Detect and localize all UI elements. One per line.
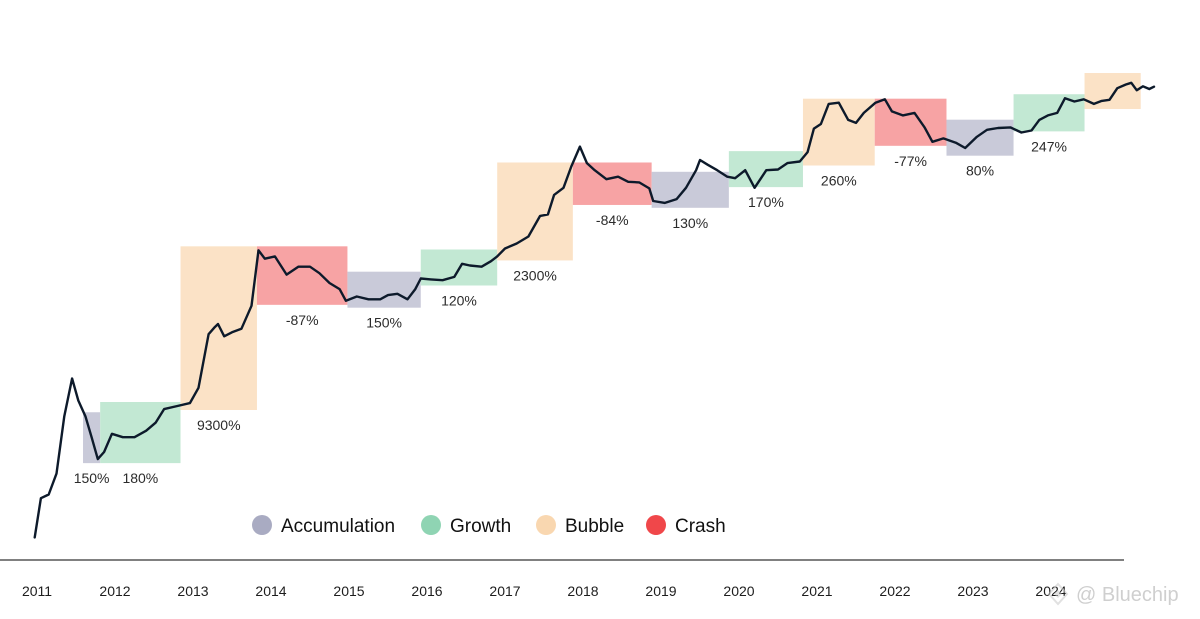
- phase-change-label: -77%: [894, 153, 927, 169]
- phase-boxes: [83, 73, 1141, 464]
- price-line-layer: [33, 81, 1156, 539]
- legend-swatch-crash: [646, 515, 666, 535]
- phase-box-accumulation: [347, 271, 421, 308]
- watermark-text: @ Bluechip: [1076, 584, 1179, 606]
- phase-change-label: 180%: [122, 470, 158, 486]
- legend: Accumulation Growth Bubble Crash: [252, 515, 726, 537]
- phase-box-accumulation: [946, 119, 1014, 156]
- phase-box-bubble: [497, 162, 573, 261]
- phase-box-bubble: [180, 246, 257, 410]
- legend-swatch-accumulation: [252, 515, 272, 535]
- legend-item-bubble: Bubble: [536, 515, 624, 537]
- legend-item-growth: Growth: [421, 515, 511, 537]
- legend-label-bubble: Bubble: [565, 516, 624, 537]
- x-tick-label: 2014: [255, 583, 286, 599]
- x-tick-label: 2013: [177, 583, 208, 599]
- phase-labels: 150% 180% 9300% -87% 150% 120% 2300% -84% 130% 17…: [74, 138, 1067, 486]
- price-line: [33, 81, 1156, 539]
- phase-change-label: -84%: [596, 212, 629, 228]
- legend-swatch-growth: [421, 515, 441, 535]
- x-tick-label: 2011: [22, 583, 52, 599]
- bluechip-logo-icon: [1047, 582, 1069, 606]
- phase-change-label: 80%: [966, 163, 994, 179]
- phase-box-crash: [572, 162, 652, 205]
- legend-label-growth: Growth: [450, 516, 511, 537]
- phase-box-growth: [1013, 94, 1085, 132]
- watermark: @ Bluechip: [1047, 582, 1179, 606]
- phase-change-label: 150%: [74, 470, 110, 486]
- x-tick-label: 2019: [645, 583, 676, 599]
- phase-change-label: 120%: [441, 292, 477, 308]
- x-tick-label: 2022: [879, 583, 910, 599]
- legend-label-accumulation: Accumulation: [281, 516, 395, 537]
- x-tick-label: 2017: [489, 583, 520, 599]
- phase-box-growth: [100, 402, 181, 464]
- legend-item-crash: Crash: [646, 515, 726, 537]
- phase-box-crash: [256, 246, 348, 305]
- x-tick-label: 2023: [957, 583, 988, 599]
- phase-change-label: 260%: [821, 173, 857, 189]
- phase-change-label: -87%: [286, 312, 319, 328]
- phase-change-label: 150%: [366, 315, 402, 331]
- phase-change-label: 9300%: [197, 417, 241, 433]
- phase-box-crash: [874, 98, 947, 146]
- legend-item-accumulation: Accumulation: [252, 515, 395, 537]
- phase-change-label: 170%: [748, 194, 784, 210]
- x-tick-label: 2016: [411, 583, 442, 599]
- phase-change-label: 247%: [1031, 138, 1067, 154]
- x-tick-label: 2018: [567, 583, 598, 599]
- phase-change-label: 2300%: [513, 267, 557, 283]
- legend-swatch-bubble: [536, 515, 556, 535]
- x-tick-label: 2021: [801, 583, 832, 599]
- x-axis-ticks: 2011 2012 2013 2014 2015 2016 2017 2018 2019 2020…: [22, 583, 1067, 599]
- legend-label-crash: Crash: [675, 516, 726, 537]
- x-tick-label: 2015: [333, 583, 364, 599]
- x-tick-label: 2020: [723, 583, 754, 599]
- phase-box-bubble: [802, 98, 875, 166]
- phase-change-label: 130%: [672, 215, 708, 231]
- x-tick-label: 2012: [99, 583, 130, 599]
